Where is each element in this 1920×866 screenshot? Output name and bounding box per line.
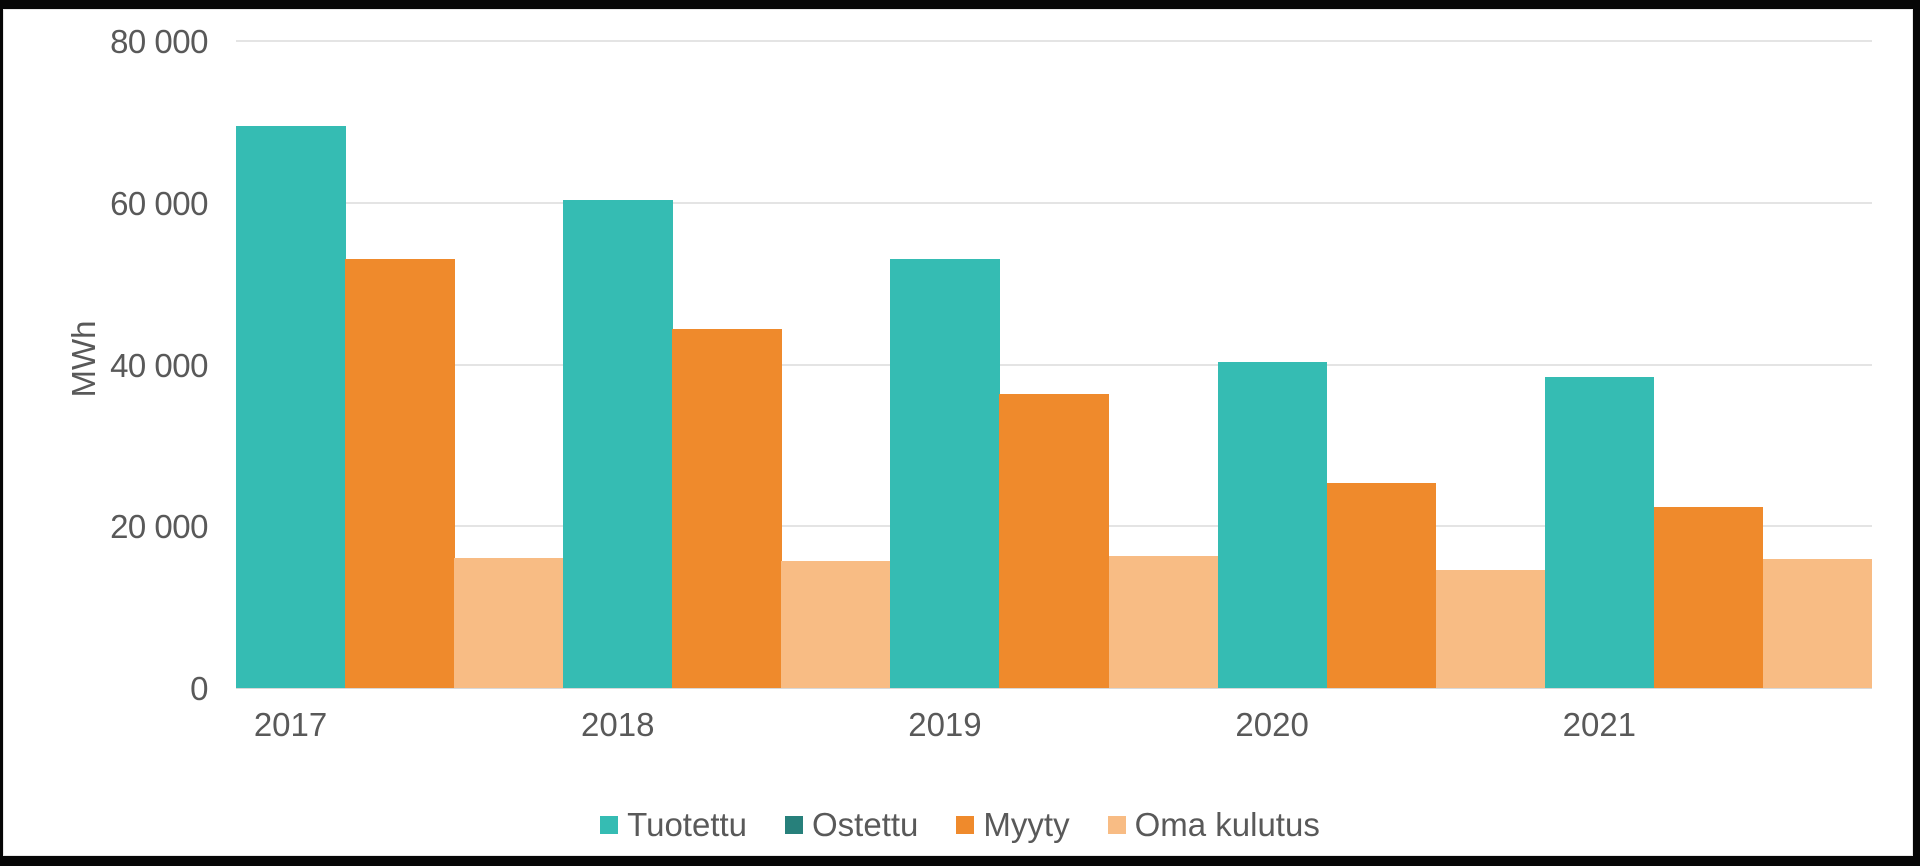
bar-tuotettu-2020	[1217, 362, 1328, 688]
bar-oma-kulutus-2019	[1108, 556, 1219, 688]
legend-label-tuotettu: Tuotettu	[627, 806, 748, 843]
x-tick-label-2021: 2021	[1562, 706, 1637, 743]
legend-swatch-tuotettu	[600, 816, 619, 834]
y-tick-label-60000: 60 000	[110, 184, 208, 222]
x-axis-line	[236, 687, 1872, 689]
bar-myyty-2020	[1326, 482, 1437, 688]
bar-myyty-2019	[999, 394, 1110, 688]
bar-myyty-2017	[345, 258, 455, 688]
y-tick-label-0: 0	[190, 670, 208, 707]
bar-tuotettu-2019	[890, 258, 1000, 688]
legend-swatch-ostettu	[785, 816, 804, 834]
legend-item-ostettu: Ostettu	[785, 806, 918, 844]
gridline-80000	[236, 40, 1872, 42]
gridline-60000	[236, 201, 1872, 204]
legend-label-oma-kulutus: Oma kulutus	[1134, 806, 1320, 843]
y-tick-label-20000: 20 000	[110, 508, 208, 546]
legend-item-myyty: Myyty	[956, 806, 1070, 844]
gridline-40000	[236, 363, 1872, 366]
legend: Tuotettu Ostettu Myyty Oma kulutus	[0, 804, 1920, 846]
legend-swatch-oma-kulutus	[1107, 816, 1126, 834]
legend-item-tuotettu: Tuotettu	[600, 806, 747, 844]
bar-tuotettu-2018	[563, 199, 673, 688]
legend-item-oma-kulutus: Oma kulutus	[1107, 806, 1320, 844]
bar-oma-kulutus-2018	[781, 561, 891, 688]
bar-tuotettu-2021	[1544, 377, 1655, 688]
x-tick-label-2020: 2020	[1235, 706, 1309, 743]
y-tick-label-80000: 80 000	[110, 23, 208, 60]
x-tick-label-2018: 2018	[581, 706, 655, 743]
x-tick-label-2019: 2019	[908, 706, 982, 743]
bar-oma-kulutus-2021	[1762, 559, 1873, 688]
bar-oma-kulutus-2020	[1435, 569, 1546, 688]
bar-oma-kulutus-2017	[454, 557, 564, 688]
y-tick-label-40000: 40 000	[110, 346, 208, 384]
bar-tuotettu-2017	[236, 125, 346, 688]
legend-swatch-myyty	[956, 816, 975, 834]
legend-label-myyty: Myyty	[983, 806, 1070, 843]
bar-myyty-2018	[672, 328, 782, 688]
x-tick-label-2017: 2017	[253, 706, 328, 743]
bar-myyty-2021	[1653, 506, 1764, 688]
legend-label-ostettu: Ostettu	[812, 806, 919, 843]
